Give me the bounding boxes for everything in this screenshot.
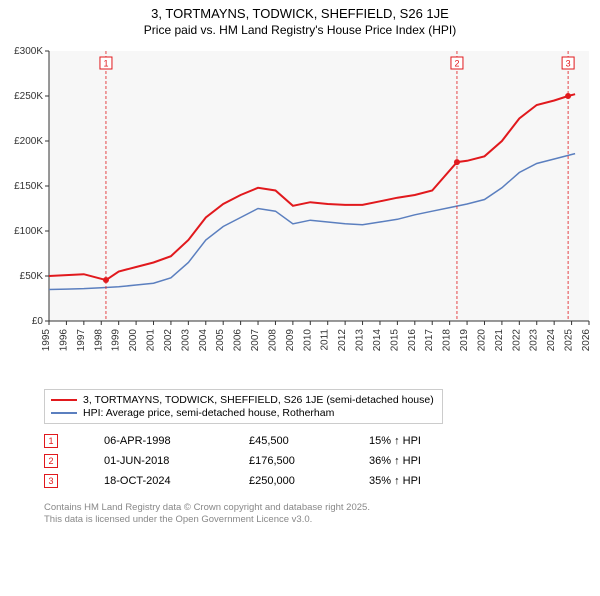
svg-text:3: 3 — [566, 59, 571, 69]
chart-title: 3, TORTMAYNS, TODWICK, SHEFFIELD, S26 1J… — [0, 6, 600, 21]
attribution-line: This data is licensed under the Open Gov… — [44, 514, 600, 526]
sale-price: £250,000 — [249, 475, 329, 487]
svg-text:2025: 2025 — [564, 329, 575, 352]
legend-item: HPI: Average price, semi-detached house,… — [51, 407, 434, 419]
sale-date: 06-APR-1998 — [104, 435, 209, 447]
svg-text:1998: 1998 — [93, 329, 104, 352]
sale-row: 1 06-APR-1998 £45,500 15% ↑ HPI — [44, 434, 600, 448]
svg-text:2018: 2018 — [442, 329, 453, 352]
legend-item: 3, TORTMAYNS, TODWICK, SHEFFIELD, S26 1J… — [51, 394, 434, 406]
attribution: Contains HM Land Registry data © Crown c… — [44, 502, 600, 527]
sale-pct: 36% ↑ HPI — [369, 455, 449, 467]
sale-marker: 1 — [44, 434, 58, 448]
svg-text:2023: 2023 — [529, 329, 540, 352]
svg-text:2007: 2007 — [250, 329, 261, 352]
legend-swatch — [51, 399, 77, 401]
svg-text:£300K: £300K — [14, 46, 43, 57]
svg-text:1: 1 — [103, 59, 108, 69]
legend-swatch — [51, 412, 77, 414]
svg-text:1999: 1999 — [111, 329, 122, 352]
svg-text:2005: 2005 — [215, 329, 226, 352]
sale-date: 18-OCT-2024 — [104, 475, 209, 487]
legend: 3, TORTMAYNS, TODWICK, SHEFFIELD, S26 1J… — [44, 389, 443, 424]
svg-text:2014: 2014 — [372, 329, 383, 352]
sale-marker: 2 — [44, 454, 58, 468]
svg-text:2019: 2019 — [459, 329, 470, 352]
sale-pct: 35% ↑ HPI — [369, 475, 449, 487]
svg-text:£100K: £100K — [14, 226, 43, 237]
svg-text:£200K: £200K — [14, 136, 43, 147]
svg-text:1996: 1996 — [58, 329, 69, 352]
sale-row: 2 01-JUN-2018 £176,500 36% ↑ HPI — [44, 454, 600, 468]
svg-text:2003: 2003 — [180, 329, 191, 352]
attribution-line: Contains HM Land Registry data © Crown c… — [44, 502, 600, 514]
svg-text:£0: £0 — [32, 316, 44, 327]
svg-text:1995: 1995 — [41, 329, 52, 352]
sale-row: 3 18-OCT-2024 £250,000 35% ↑ HPI — [44, 474, 600, 488]
svg-text:2021: 2021 — [494, 329, 505, 352]
sale-marker: 3 — [44, 474, 58, 488]
svg-text:£250K: £250K — [14, 91, 43, 102]
svg-text:2000: 2000 — [128, 329, 139, 352]
sale-price: £176,500 — [249, 455, 329, 467]
svg-text:2024: 2024 — [546, 329, 557, 352]
svg-text:2026: 2026 — [581, 329, 592, 352]
svg-text:2022: 2022 — [511, 329, 522, 352]
svg-text:2016: 2016 — [407, 329, 418, 352]
svg-text:2001: 2001 — [146, 329, 157, 352]
svg-text:2004: 2004 — [198, 329, 209, 352]
svg-text:2010: 2010 — [302, 329, 313, 352]
svg-text:2009: 2009 — [285, 329, 296, 352]
line-chart: £0 £50K £100K £150K £200K £250K £300K 1995 1996 1… — [5, 41, 595, 381]
svg-text:2002: 2002 — [163, 329, 174, 352]
svg-text:2008: 2008 — [267, 329, 278, 352]
svg-text:2: 2 — [454, 59, 459, 69]
svg-text:2020: 2020 — [476, 329, 487, 352]
sale-pct: 15% ↑ HPI — [369, 435, 449, 447]
svg-text:2015: 2015 — [389, 329, 400, 352]
svg-text:£150K: £150K — [14, 181, 43, 192]
svg-text:2011: 2011 — [320, 329, 331, 351]
legend-label: HPI: Average price, semi-detached house,… — [83, 407, 334, 419]
svg-text:2006: 2006 — [233, 329, 244, 352]
sale-date: 01-JUN-2018 — [104, 455, 209, 467]
svg-text:2012: 2012 — [337, 329, 348, 352]
sale-price: £45,500 — [249, 435, 329, 447]
chart-area: £0 £50K £100K £150K £200K £250K £300K 1995 1996 1… — [5, 41, 595, 381]
svg-text:2017: 2017 — [424, 329, 435, 352]
chart-subtitle: Price paid vs. HM Land Registry's House … — [0, 23, 600, 37]
svg-text:£50K: £50K — [20, 271, 44, 282]
legend-label: 3, TORTMAYNS, TODWICK, SHEFFIELD, S26 1J… — [83, 394, 434, 406]
sales-table: 1 06-APR-1998 £45,500 15% ↑ HPI 2 01-JUN-2018… — [44, 434, 600, 488]
svg-text:1997: 1997 — [76, 329, 87, 352]
svg-text:2013: 2013 — [355, 329, 366, 352]
